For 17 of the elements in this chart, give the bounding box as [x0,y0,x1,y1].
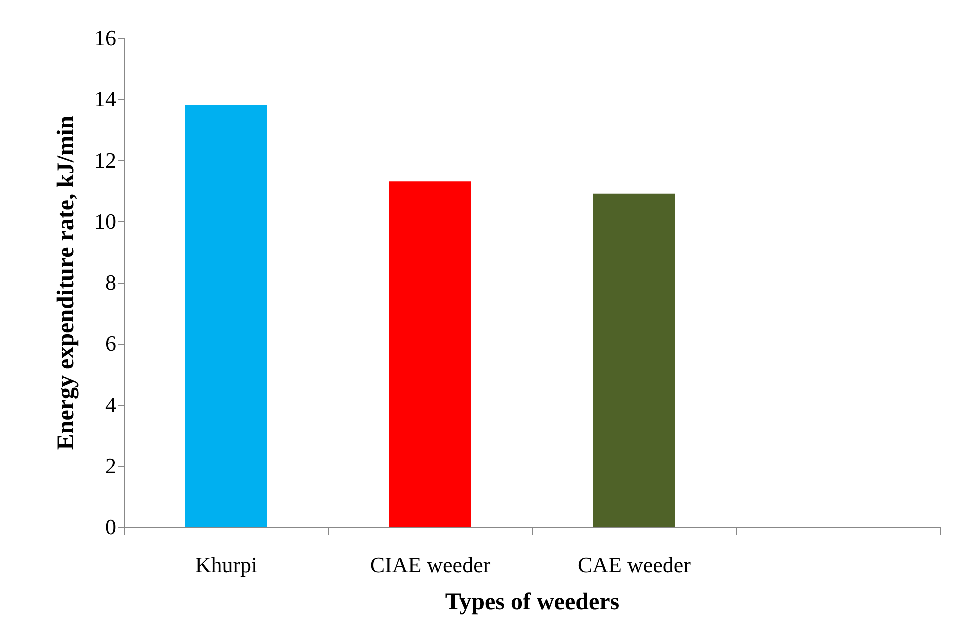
bar [389,182,471,527]
bar [593,194,675,527]
y-axis-title: Energy expenditure rate, kJ/min [54,116,80,450]
x-tick-label: CAE weeder [578,552,692,578]
x-axis-title: Types of weeders [445,590,620,616]
y-tick-label: 2 [106,453,116,478]
bar [185,105,267,527]
y-tick-label: 8 [106,270,116,295]
x-tick-label: Khurpi [195,552,258,578]
y-tick-label: 4 [106,392,116,418]
y-tick-label: 0 [106,514,116,540]
y-tick-label: 6 [106,331,116,356]
y-tick-label: 12 [94,148,116,173]
y-tick-label: 10 [94,208,116,234]
x-tick-label: CIAE weeder [370,552,492,578]
y-tick-label: 14 [94,86,116,112]
y-tick-label: 16 [94,26,116,50]
